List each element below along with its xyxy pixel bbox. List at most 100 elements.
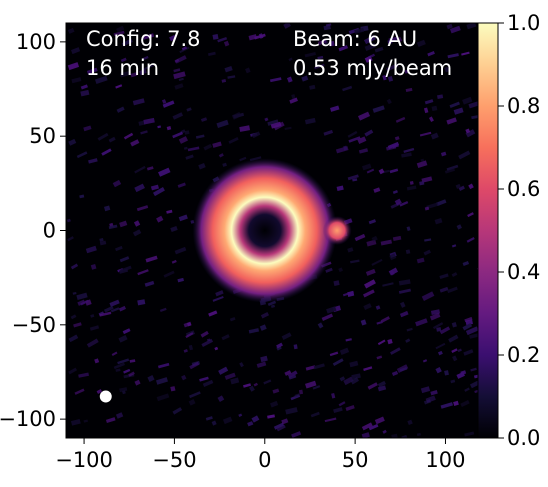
noise-speckle [183, 348, 188, 353]
noise-speckle [161, 99, 167, 104]
noise-speckle [256, 361, 267, 368]
noise-speckle [138, 120, 146, 126]
noise-speckle [157, 362, 170, 369]
noise-speckle [211, 420, 217, 426]
noise-speckle [458, 150, 471, 160]
noise-speckle [405, 87, 413, 93]
noise-speckle [189, 361, 200, 370]
noise-speckle [111, 351, 118, 356]
noise-speckle [395, 116, 406, 123]
noise-speckle [144, 280, 155, 287]
noise-speckle [437, 94, 444, 99]
noise-speckle [70, 418, 81, 426]
noise-speckle [466, 23, 477, 30]
noise-speckle [400, 301, 406, 308]
noise-speckle [221, 78, 227, 83]
noise-speckle [332, 358, 344, 366]
noise-speckle [416, 257, 425, 264]
noise-speckle [119, 387, 128, 393]
noise-speckle [83, 419, 88, 423]
noise-speckle [416, 160, 428, 169]
noise-speckle [312, 385, 321, 390]
noise-speckle [119, 220, 128, 228]
noise-speckle [188, 391, 201, 399]
noise-speckle [430, 389, 438, 396]
noise-speckle [267, 119, 279, 126]
noise-speckle [380, 316, 390, 323]
noise-speckle [228, 137, 239, 144]
noise-speckle [390, 347, 401, 355]
noise-speckle [68, 138, 77, 146]
noise-speckle [374, 416, 385, 425]
noise-speckle [166, 126, 172, 131]
noise-speckle [347, 247, 354, 253]
noise-speckle [200, 330, 209, 338]
noise-speckle [398, 288, 412, 294]
colorbar-tick-label: 0.8 [507, 94, 540, 118]
noise-speckle [181, 374, 187, 381]
noise-speckle [177, 277, 184, 283]
noise-speckle [314, 63, 325, 70]
noise-speckle [345, 405, 355, 411]
noise-speckle [249, 385, 255, 392]
noise-speckle [267, 414, 275, 419]
noise-speckle [263, 379, 272, 385]
noise-speckle [129, 359, 136, 363]
noise-speckle [86, 338, 99, 348]
noise-speckle [338, 401, 346, 407]
noise-speckle [166, 209, 173, 214]
noise-speckle [345, 338, 352, 342]
noise-speckle [350, 377, 359, 385]
noise-speckle [424, 206, 430, 211]
noise-speckle [364, 129, 374, 137]
noise-speckle [152, 187, 165, 197]
noise-speckle [122, 328, 131, 335]
noise-speckle [108, 136, 116, 143]
noise-speckle [426, 202, 439, 210]
noise-speckle [467, 212, 474, 218]
noise-speckle [430, 309, 441, 316]
noise-speckle [113, 30, 125, 37]
noise-speckle [178, 77, 184, 82]
noise-speckle [371, 235, 378, 242]
noise-speckle [101, 148, 112, 156]
noise-speckle [134, 165, 146, 174]
noise-speckle [217, 395, 225, 403]
noise-speckle [446, 164, 459, 171]
noise-speckle [465, 129, 476, 138]
noise-speckle [212, 141, 222, 148]
noise-speckle [377, 380, 387, 388]
noise-speckle [338, 45, 349, 52]
noise-speckle [218, 153, 224, 158]
noise-speckle [349, 360, 359, 368]
bright-clump [322, 216, 352, 245]
noise-speckle [399, 310, 409, 318]
noise-speckle [407, 419, 413, 426]
noise-speckle [416, 432, 422, 437]
noise-speckle [285, 407, 298, 415]
noise-speckle [468, 100, 478, 109]
noise-speckle [289, 97, 298, 104]
noise-speckle [422, 359, 428, 363]
noise-speckle [90, 263, 97, 270]
colorbar: 0.0 0.2 0.4 0.6 0.8 1.0 [477, 11, 540, 450]
noise-speckle [420, 386, 431, 394]
noise-speckle [195, 134, 205, 139]
noise-speckle [115, 412, 124, 419]
noise-speckle [394, 198, 402, 206]
noise-speckle [76, 292, 88, 301]
noise-speckle [323, 129, 334, 136]
noise-speckle [434, 217, 443, 225]
noise-speckle [132, 229, 142, 237]
noise-speckle [386, 63, 399, 72]
noise-speckle [272, 388, 280, 394]
noise-speckle [437, 350, 443, 356]
noise-speckle [470, 367, 477, 372]
noise-speckle [382, 429, 387, 434]
noise-speckle [427, 51, 435, 57]
noise-speckle [436, 327, 442, 332]
noise-speckle [343, 376, 354, 386]
y-axis: 100 50 0 −50 −100 [0, 30, 66, 431]
noise-speckle [376, 320, 383, 325]
